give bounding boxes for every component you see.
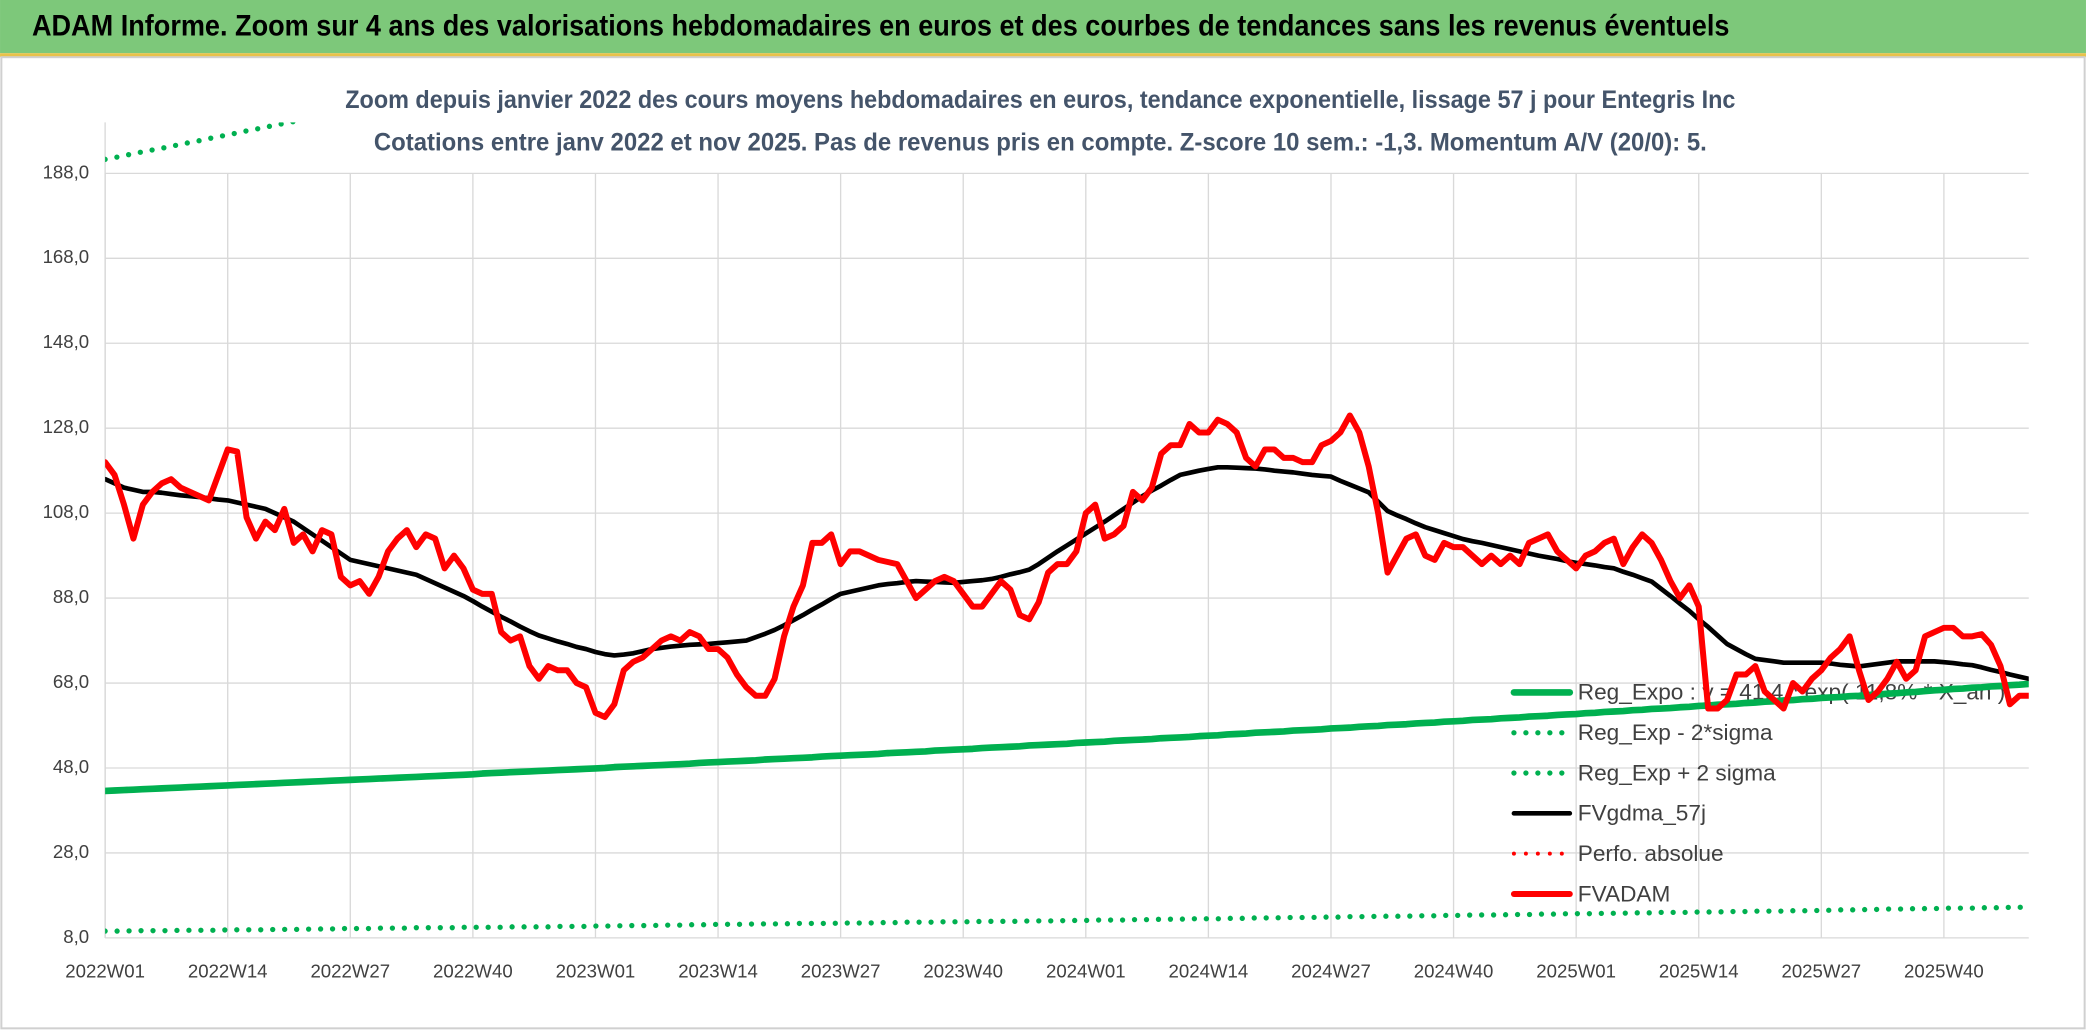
x-tick-label: 2024W01 [1046, 960, 1126, 981]
y-tick-label: 88,0 [53, 586, 89, 607]
y-tick-label: 108,0 [43, 501, 90, 522]
chart-titles: Zoom depuis janvier 2022 des cours moyen… [339, 79, 1743, 163]
legend-label: Perfo. absolue [1578, 841, 1724, 866]
legend-label: FVgdma_57j [1578, 801, 1706, 826]
x-tick-label: 2025W27 [1781, 960, 1861, 981]
legend-label: Reg_Exp - 2*sigma [1578, 720, 1773, 745]
y-tick-label: 48,0 [53, 756, 89, 777]
chart-title: Zoom depuis janvier 2022 des cours moyen… [345, 86, 1735, 114]
y-tick-label: 168,0 [43, 246, 90, 267]
x-tick-label: 2024W27 [1291, 960, 1371, 981]
legend-label: Reg_Exp + 2 sigma [1578, 760, 1776, 785]
x-tick-label: 2024W14 [1169, 960, 1249, 981]
x-tick-label: 2022W40 [433, 960, 513, 981]
y-tick-label: 188,0 [43, 161, 90, 182]
chart-frame [0, 56, 2086, 1030]
x-tick-label: 2024W40 [1414, 960, 1494, 981]
series-line [105, 412, 2029, 721]
header-bar [0, 0, 2086, 54]
plot [105, 122, 2029, 934]
y-tick-label: 68,0 [53, 671, 89, 692]
y-tick-label: 128,0 [43, 416, 90, 437]
title-background [339, 79, 1743, 163]
x-tick-label: 2025W01 [1536, 960, 1616, 981]
grid: 8,0 28,0 48,0 68,0 88,0 108,0 128,0 148,0 168,0 1… [43, 122, 2029, 981]
x-tick-label: 2023W14 [678, 960, 758, 981]
x-tick-label: 2023W40 [923, 960, 1003, 981]
x-tick-label: 2023W27 [801, 960, 881, 981]
legend-label: FVADAM [1578, 881, 1671, 906]
y-tick-label: 8,0 [63, 926, 89, 947]
x-tick-label: 2022W27 [310, 960, 390, 981]
x-tick-label: 2023W01 [556, 960, 636, 981]
x-tick-label: 2022W01 [65, 960, 145, 981]
x-tick-label: 2022W14 [188, 960, 268, 981]
legend: Reg_Expo : y = 41,4 * exp( 11,8% * X_an … [1510, 680, 2005, 906]
header-title: ADAM Informe. Zoom sur 4 ans des valoris… [32, 11, 1729, 43]
y-tick-label: 28,0 [53, 841, 89, 862]
header-rule [0, 53, 2086, 58]
series-line [105, 464, 2029, 682]
x-tick-label: 2025W14 [1659, 960, 1739, 981]
y-tick-label: 148,0 [43, 331, 90, 352]
chart-subtitle: Cotations entre janv 2022 et nov 2025. P… [374, 128, 1707, 156]
series-line [105, 904, 2029, 934]
x-tick-label: 2025W40 [1904, 960, 1984, 981]
